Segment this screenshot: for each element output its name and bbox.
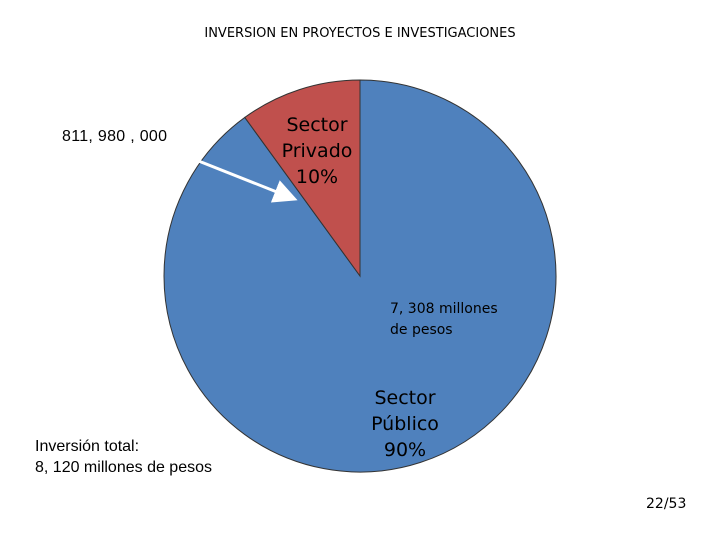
label-sector-publico: Sector Público 90% (371, 387, 439, 461)
publico-amount-annotation: 7, 308 millones de pesos (390, 301, 498, 338)
privado-amount-annotation: 811, 980 , 000 (62, 128, 168, 145)
slice-labels: Sector Privado 10% Sector Público 90% 7, 308 m… (282, 114, 498, 461)
total-line-1: Inversión total: (35, 438, 140, 455)
chart-title: INVERSION EN PROYECTOS E INVESTIGACIONES (204, 26, 516, 41)
slice-sector-privado (244, 79, 361, 278)
page-number: 22/53 (646, 496, 687, 512)
pie-slices (163, 79, 557, 473)
total-investment-annotation: Inversión total: 8, 120 millones de peso… (35, 436, 212, 478)
annotation-arrow (185, 154, 298, 203)
label-sector-privado: Sector Privado 10% (282, 114, 353, 188)
total-line-2: 8, 120 millones de pesos (35, 459, 212, 476)
